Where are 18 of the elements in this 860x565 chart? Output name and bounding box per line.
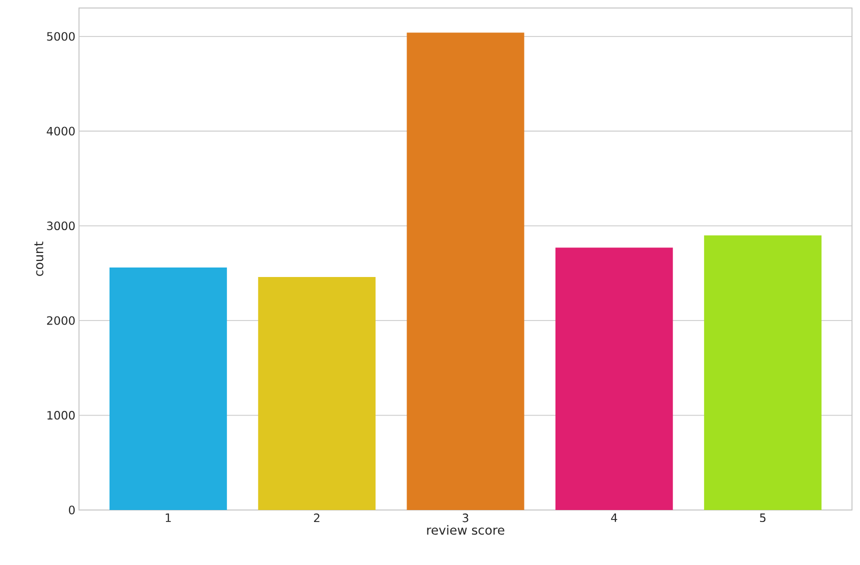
bar	[109, 268, 227, 510]
y-tick-label: 2000	[47, 316, 75, 325]
x-axis-title: review score	[427, 525, 504, 535]
y-tick-label: 5000	[47, 32, 75, 41]
x-tick-label: 2	[314, 514, 320, 522]
y-tick-label: 1000	[47, 410, 75, 420]
x-tick-label: 3	[462, 514, 468, 522]
bar	[704, 235, 822, 510]
y-tick-label: 0	[68, 506, 75, 514]
y-tick-label: 3000	[47, 221, 75, 230]
x-tick-label: 1	[166, 514, 171, 522]
bar	[555, 248, 673, 510]
bar	[258, 276, 376, 510]
bar	[406, 32, 524, 510]
x-tick-label: 5	[760, 514, 766, 522]
y-axis-title: count	[34, 242, 44, 276]
y-tick-label: 4000	[46, 126, 75, 136]
x-tick-label: 4	[611, 514, 618, 522]
